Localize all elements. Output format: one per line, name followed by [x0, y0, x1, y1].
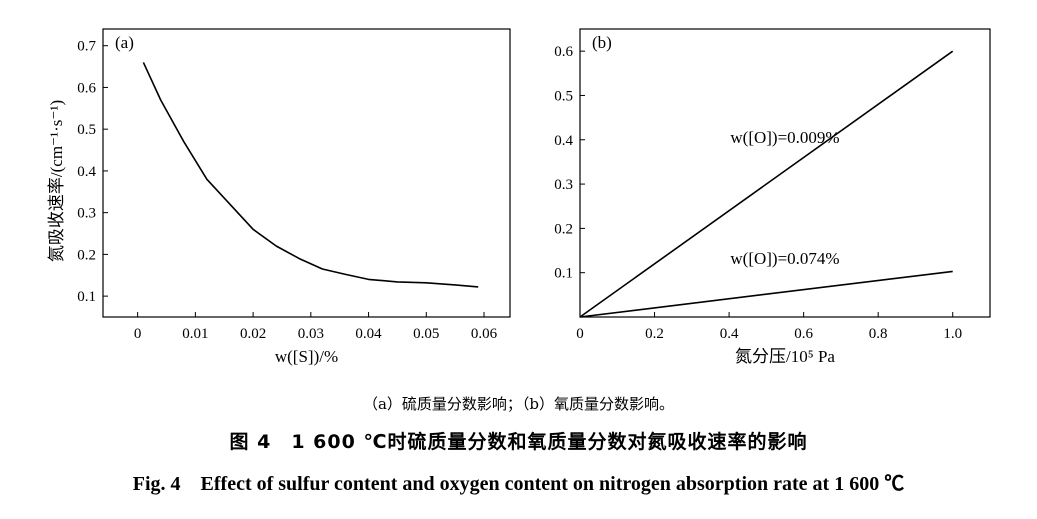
x-tick-label: 0.02: [240, 326, 266, 342]
series-annotation-2: w([O])=0.074%: [730, 249, 839, 268]
figure-title-chinese: 图 4 1 600 ℃时硫质量分数和氧质量分数对氮吸收速率的影响: [229, 431, 808, 453]
panel-label-b: (b): [592, 33, 612, 52]
series-line-b-2: [579, 270, 953, 318]
y-tick-label: 0.1: [77, 289, 96, 305]
panel-label-a: (a): [115, 33, 134, 52]
plot-frame: [579, 28, 991, 318]
x-tick-label: 0.01: [182, 326, 208, 342]
chart-panel-b: 0 0.2 0.4 0.6 0.8 1.0 0.1 0.2 0.3 0.4 0.5 0.6 (b) 氮分压…: [554, 28, 991, 366]
y-axis-label: 氮吸收速率/(cm⁻¹·s⁻¹): [47, 100, 66, 262]
subcaption: （a）硫质量分数影响；（b）氧质量分数影响。: [362, 395, 675, 413]
y-tick-label: 0.6: [77, 80, 96, 96]
x-axis-label: 氮分压/10⁵ Pa: [735, 347, 835, 366]
x-tick-label: 0.03: [298, 326, 324, 342]
figure-title-english: Fig. 4 Effect of sulfur content and oxyg…: [132, 473, 905, 495]
y-tick-label: 0.5: [77, 122, 96, 138]
y-tick-label: 0.4: [554, 133, 573, 149]
x-tick-label: 0: [134, 326, 142, 342]
series-annotation-1: w([O])=0.009%: [730, 128, 839, 147]
y-tick-label: 0.3: [77, 206, 96, 222]
y-tick-label: 0.7: [77, 39, 96, 55]
x-tick-label: 0.04: [355, 326, 382, 342]
y-tick-label: 0.5: [554, 88, 573, 104]
figure-canvas: 0 0.01 0.02 0.03 0.04 0.05 0.06 0.1 0.2 0.3 0.4 0.5…: [47, 28, 991, 366]
y-tick-label: 0.3: [554, 177, 573, 193]
y-tick-label: 0.2: [77, 247, 96, 263]
x-tick-label: 0.2: [645, 326, 664, 342]
series-line-a-1: [142, 62, 479, 288]
x-tick-label: 1.0: [943, 326, 962, 342]
y-tick-label: 0.1: [554, 266, 573, 282]
x-tick-label: 0.05: [413, 326, 439, 342]
series-line-b-1: [579, 50, 954, 318]
y-tick-label: 0.2: [554, 221, 573, 237]
x-tick-label: 0: [576, 326, 584, 342]
x-tick-label: 0.6: [794, 326, 813, 342]
y-tick-label: 0.6: [554, 44, 573, 60]
chart-panel-a: 0 0.01 0.02 0.03 0.04 0.05 0.06 0.1 0.2 0.3 0.4 0.5…: [47, 28, 511, 366]
y-tick-label: 0.4: [77, 164, 96, 180]
plot-frame: [102, 28, 511, 318]
x-tick-label: 0.4: [720, 326, 739, 342]
x-axis-label: w([S])/%: [275, 347, 338, 366]
x-tick-label: 0.06: [471, 326, 498, 342]
x-tick-label: 0.8: [869, 326, 888, 342]
